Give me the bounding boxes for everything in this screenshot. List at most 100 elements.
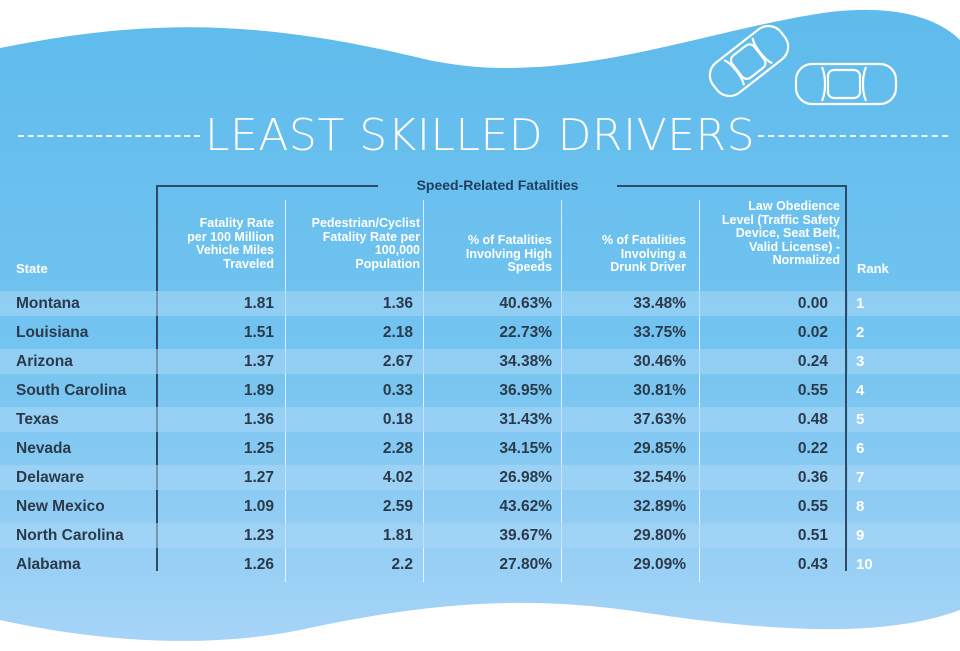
cell-pedestrian: 0.33 — [382, 382, 413, 399]
cell-state: Montana — [16, 295, 80, 312]
cell-law: 0.55 — [797, 498, 828, 515]
header-rank: Rank — [857, 261, 889, 276]
cell-drunk: 30.46% — [633, 353, 686, 370]
cell-rank: 9 — [856, 527, 865, 544]
bracket-left — [156, 185, 158, 571]
cell-state: Alabama — [16, 556, 81, 573]
header-line: % of Fatalities — [467, 233, 552, 247]
header-line: Vehicle Miles — [196, 243, 274, 257]
cell-pedestrian: 4.02 — [382, 469, 413, 486]
cell-fatality-rate: 1.09 — [243, 498, 274, 515]
header-line: Level (Traffic Safety — [721, 212, 840, 227]
cell-fatality-rate: 1.25 — [243, 440, 274, 457]
table-row: New Mexico 1.09 2.59 43.62% 32.89% 0.55 8 — [0, 492, 960, 521]
page-title: LEAST SKILLED DRIVERS — [205, 110, 755, 161]
cell-high-speeds: 40.63% — [499, 295, 552, 312]
cell-high-speeds: 31.43% — [499, 411, 552, 428]
header-line: Population — [355, 256, 420, 271]
table-row: Montana 1.81 1.36 40.63% 33.48% 0.00 1 — [0, 289, 960, 318]
cell-high-speeds: 22.73% — [499, 324, 552, 341]
cell-law: 0.48 — [797, 411, 828, 428]
row-band — [0, 349, 845, 374]
cell-fatality-rate: 1.27 — [243, 469, 274, 486]
header-line: Traveled — [223, 256, 274, 271]
cell-state: South Carolina — [16, 382, 127, 399]
cell-state: Louisiana — [16, 324, 89, 341]
cell-drunk: 32.54% — [633, 469, 686, 486]
cell-state: Delaware — [16, 469, 85, 486]
cell-state: Arizona — [16, 353, 73, 370]
header-line: % of Fatalities — [601, 233, 686, 247]
column-separator — [423, 200, 424, 582]
cell-high-speeds: 39.67% — [499, 527, 552, 544]
table-row: Alabama 1.26 2.2 27.80% 29.09% 0.43 10 — [0, 550, 960, 579]
cell-high-speeds: 36.95% — [499, 382, 552, 399]
cell-fatality-rate: 1.36 — [243, 411, 274, 428]
cell-drunk: 33.48% — [633, 295, 686, 312]
cell-rank: 1 — [856, 295, 865, 312]
cell-high-speeds: 43.62% — [499, 498, 552, 515]
cell-law: 0.55 — [797, 382, 828, 399]
cell-pedestrian: 2.2 — [391, 556, 413, 573]
row-band — [0, 523, 845, 548]
cell-state: Texas — [16, 411, 59, 428]
row-band — [848, 407, 960, 432]
cell-pedestrian: 0.18 — [382, 411, 413, 428]
cell-rank: 4 — [856, 382, 865, 399]
cell-high-speeds: 26.98% — [499, 469, 552, 486]
cell-pedestrian: 1.36 — [382, 295, 413, 312]
header-line: Device, Seat Belt, — [735, 226, 840, 240]
cell-pedestrian: 2.18 — [382, 324, 413, 341]
group-header: Speed-Related Fatalities — [416, 177, 579, 193]
header-state: State — [16, 261, 48, 276]
cell-pedestrian: 2.28 — [382, 440, 413, 457]
cell-fatality-rate: 1.89 — [243, 382, 274, 399]
header-line: Fatality Rate — [199, 216, 274, 230]
header-law-obedience: Law Obedience Level (Traffic Safety Devi… — [700, 199, 840, 268]
cell-rank: 10 — [856, 556, 873, 573]
cell-law: 0.24 — [797, 353, 828, 370]
car-icon — [708, 24, 790, 98]
row-band — [0, 291, 845, 316]
title-dash-right — [758, 135, 948, 137]
header-line: Involving a — [620, 246, 686, 261]
column-separator — [699, 200, 700, 582]
row-band — [848, 349, 960, 374]
cell-drunk: 29.80% — [633, 527, 686, 544]
cell-pedestrian: 2.67 — [382, 353, 413, 370]
cell-rank: 2 — [856, 324, 865, 341]
table-row: Nevada 1.25 2.28 34.15% 29.85% 0.22 6 — [0, 434, 960, 463]
cell-drunk: 32.89% — [633, 498, 686, 515]
cell-drunk: 33.75% — [633, 324, 686, 341]
header-line: Fatality Rate per — [322, 229, 420, 244]
header-high-speeds: % of Fatalities Involving High Speeds — [426, 233, 552, 275]
header-line: Valid License) - — [748, 239, 840, 254]
header-line: Involving High — [465, 246, 552, 261]
header-drunk-driver: % of Fatalities Involving a Drunk Driver — [564, 233, 686, 275]
cell-state: North Carolina — [16, 527, 124, 544]
row-band — [848, 465, 960, 490]
table-row: Louisiana 1.51 2.18 22.73% 33.75% 0.02 2 — [0, 318, 960, 347]
cell-high-speeds: 34.15% — [499, 440, 552, 457]
header-line: Pedestrian/Cyclist — [311, 216, 420, 230]
cell-drunk: 37.63% — [633, 411, 686, 428]
bracket-right — [845, 185, 847, 571]
table-row: Arizona 1.37 2.67 34.38% 30.46% 0.24 3 — [0, 347, 960, 376]
header-line: Speeds — [507, 260, 552, 274]
cell-fatality-rate: 1.26 — [243, 556, 274, 573]
cell-law: 0.43 — [797, 556, 828, 573]
title-banner: LEAST SKILLED DRIVERS — [0, 108, 960, 164]
header-line: Law Obedience — [748, 199, 840, 213]
column-separator — [285, 200, 286, 582]
cell-fatality-rate: 1.23 — [243, 527, 274, 544]
cell-state: Nevada — [16, 440, 72, 457]
cell-rank: 8 — [856, 498, 865, 515]
row-band — [0, 465, 845, 490]
header-line: Drunk Driver — [610, 260, 686, 274]
row-band — [848, 291, 960, 316]
table-row: Texas 1.36 0.18 31.43% 37.63% 0.48 5 — [0, 405, 960, 434]
cell-fatality-rate: 1.51 — [243, 324, 274, 341]
table-row: Delaware 1.27 4.02 26.98% 32.54% 0.36 7 — [0, 463, 960, 492]
bracket-top-left — [156, 185, 378, 187]
cell-law: 0.51 — [797, 527, 828, 544]
